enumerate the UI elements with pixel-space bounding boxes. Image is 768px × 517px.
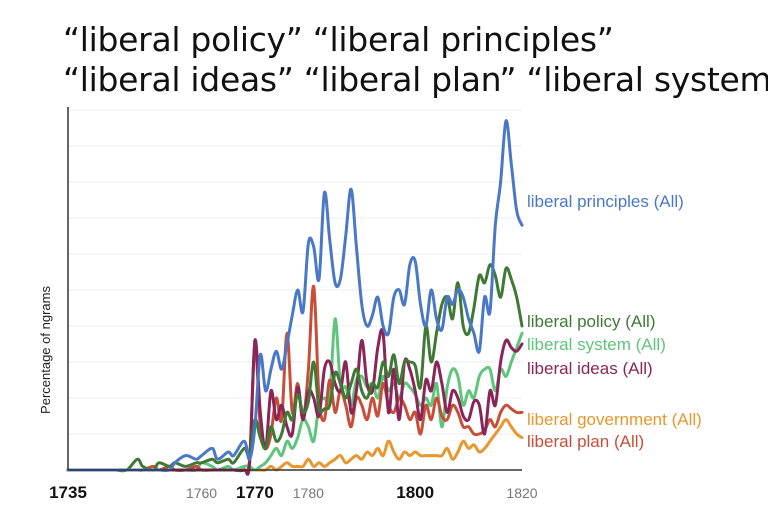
x-tick-label: 1760 xyxy=(186,485,217,501)
x-tick-label: 1770 xyxy=(236,483,274,502)
series-label: liberal plan (All) xyxy=(527,432,644,451)
gridlines xyxy=(68,109,522,435)
series-lines xyxy=(66,119,524,476)
title-line-1: “liberal policy” “liberal principles” xyxy=(63,20,614,59)
title-line-2: “liberal ideas” “liberal plan” “liberal … xyxy=(63,60,768,99)
series-labels: liberal principles (All) liberal policy (… xyxy=(527,192,702,451)
series-line-liberal-principles-all xyxy=(66,119,524,473)
series-label: liberal ideas (All) xyxy=(527,359,653,378)
x-tick-label: 1780 xyxy=(293,485,324,501)
series-label: liberal government (All) xyxy=(527,410,702,429)
x-tick-labels: 1735 1760 1770 1780 1800 1820 xyxy=(49,483,538,502)
y-axis-label: Percentage of ngrams xyxy=(38,286,53,414)
x-tick-label: 1820 xyxy=(506,485,537,501)
series-label: liberal system (All) xyxy=(527,335,666,354)
x-tick-label: 1800 xyxy=(396,483,434,502)
series-label: liberal principles (All) xyxy=(527,192,684,211)
x-tick-label: 1735 xyxy=(49,483,87,502)
series-label: liberal policy (All) xyxy=(527,312,655,331)
